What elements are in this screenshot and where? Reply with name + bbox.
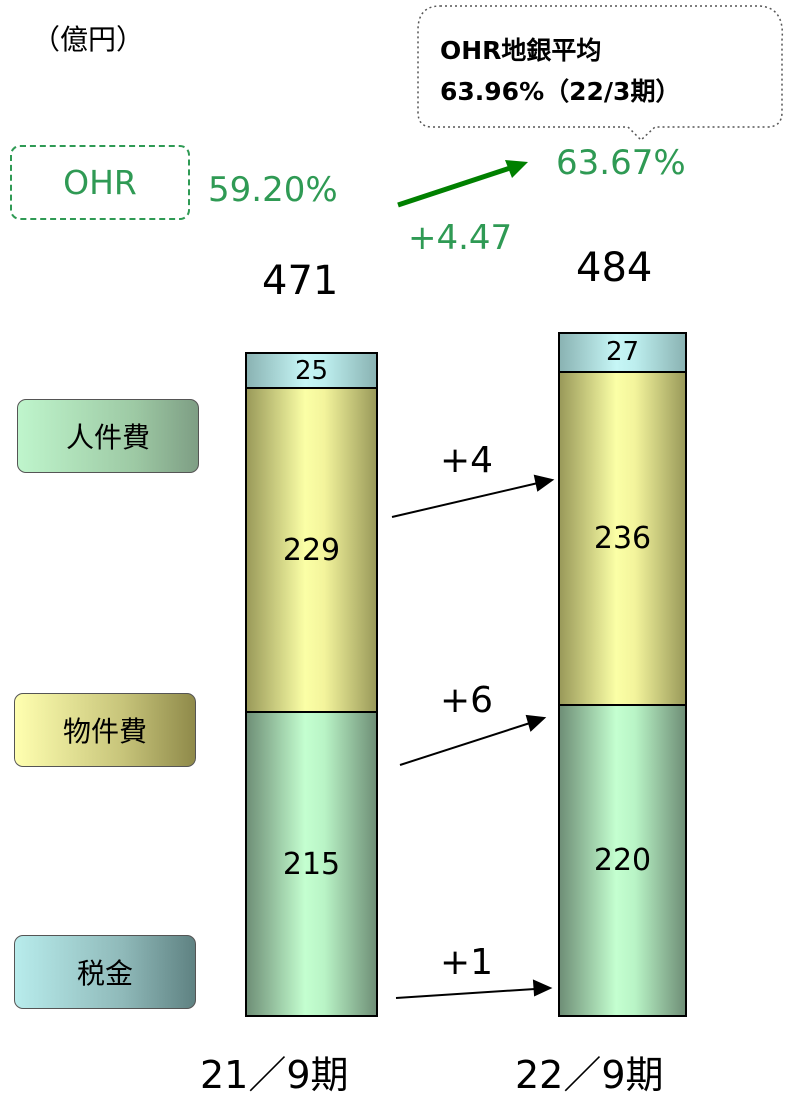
ohr-value-to: 63.67% [556, 143, 686, 183]
bar-segment-tax-2021: 25 [245, 352, 378, 390]
unit-label: （億円） [32, 23, 145, 56]
diff-label-tax: +1 [440, 942, 494, 983]
diff-arrow-personnel [391, 474, 555, 518]
bar-segment-property-2022: 236 [558, 370, 687, 707]
bar-value-personnel-2022: 220 [593, 843, 652, 879]
callout-line2: 63.96%（22/3期） [440, 77, 681, 106]
diff-arrow-tax [395, 979, 553, 999]
bar-value-tax-2022: 27 [605, 337, 640, 368]
ohr-arrow-head [505, 160, 528, 178]
category-box-property: 物件費 [14, 693, 196, 767]
bar-value-property-2021: 229 [282, 532, 341, 568]
callout-bubble [417, 5, 784, 142]
bar-value-personnel-2021: 215 [282, 846, 341, 882]
diff-arrow-property [399, 714, 547, 766]
bar-segment-property-2021: 229 [245, 387, 378, 714]
bar-segment-tax-2022: 27 [558, 332, 687, 373]
ohr-arrow [397, 165, 511, 208]
ohr-label-box: OHR [10, 145, 190, 220]
category-box-tax: 税金 [14, 935, 196, 1009]
bar-value-property-2022: 236 [593, 520, 652, 556]
bar-segment-personnel-2021: 215 [245, 711, 378, 1017]
total-label-2021: 471 [262, 258, 339, 304]
bar-segment-personnel-2022: 220 [558, 704, 687, 1017]
category-label-property: 物件費 [62, 715, 147, 748]
callout-line1: OHR地銀平均 [440, 36, 602, 65]
diff-label-property: +6 [440, 680, 494, 721]
category-label-personnel: 人件費 [65, 421, 150, 454]
category-box-personnel: 人件費 [17, 399, 199, 473]
ohr-change: +4.47 [408, 218, 513, 258]
x-label-2022: 22／9期 [515, 1053, 664, 1097]
x-label-2021: 21／9期 [200, 1053, 349, 1097]
ohr-value-from: 59.20% [208, 170, 338, 210]
ohr-label: OHR [63, 163, 137, 202]
diff-label-personnel: +4 [440, 440, 494, 481]
callout-text: OHR地銀平均 63.96%（22/3期） [440, 30, 680, 112]
category-label-tax: 税金 [76, 957, 133, 990]
total-label-2022: 484 [576, 245, 653, 291]
bar-value-tax-2021: 25 [294, 355, 329, 386]
